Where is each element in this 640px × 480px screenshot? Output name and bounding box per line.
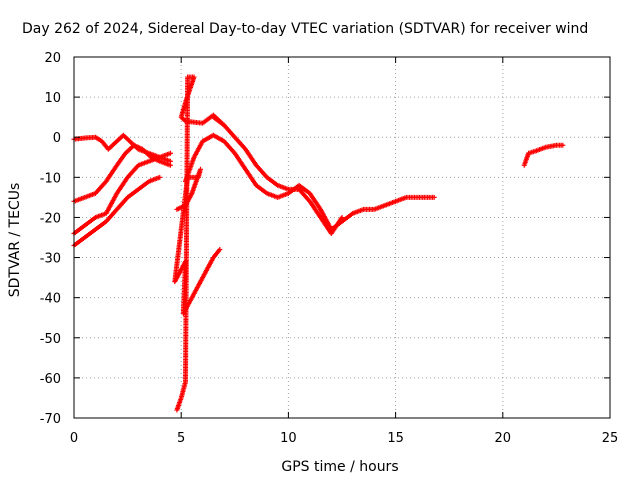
data-point (157, 174, 163, 180)
chart-title: Day 262 of 2024, Sidereal Day-to-day VTE… (22, 21, 588, 37)
y-tick-label: -10 (40, 171, 61, 186)
x-tick-label: 5 (177, 431, 185, 446)
y-tick-label: -70 (40, 412, 61, 427)
x-tick-label: 0 (70, 431, 78, 446)
y-tick-label: -30 (40, 252, 61, 267)
data-point (167, 162, 173, 168)
y-axis-label: SDTVAR / TECUs (7, 183, 23, 298)
series-track-d (71, 174, 163, 249)
series-upper-branch (210, 114, 345, 236)
data-point (217, 247, 223, 253)
x-tick-label: 10 (280, 431, 297, 446)
x-tick-label: 25 (602, 431, 619, 446)
x-axis-label: GPS time / hours (281, 459, 398, 475)
y-tick-label: -50 (40, 332, 61, 347)
data-point (167, 150, 173, 156)
data-point (560, 142, 566, 148)
y-tick-label: 20 (44, 51, 61, 66)
y-tick-label: -20 (40, 211, 61, 226)
series-late-segment (521, 142, 566, 168)
series-track-b (71, 142, 173, 204)
plot-area (71, 74, 566, 413)
plot-frame (73, 56, 611, 419)
data-point (339, 214, 345, 220)
series-day-arc (182, 132, 437, 232)
y-tick-label: -60 (40, 372, 61, 387)
x-tick-label: 20 (495, 431, 512, 446)
grid (74, 57, 610, 418)
data-point (431, 194, 437, 200)
series-track-c (71, 150, 173, 236)
y-tick-label: -40 (40, 292, 61, 307)
axes: 0 5 10 15 20 25 -70 -60 -50 -40 -30 -20 -10 0 10 20 (40, 51, 619, 446)
y-tick-label: 0 (53, 131, 61, 146)
y-tick-label: 10 (44, 91, 61, 106)
series-short-segments (172, 74, 227, 413)
x-tick-label: 15 (387, 431, 404, 446)
